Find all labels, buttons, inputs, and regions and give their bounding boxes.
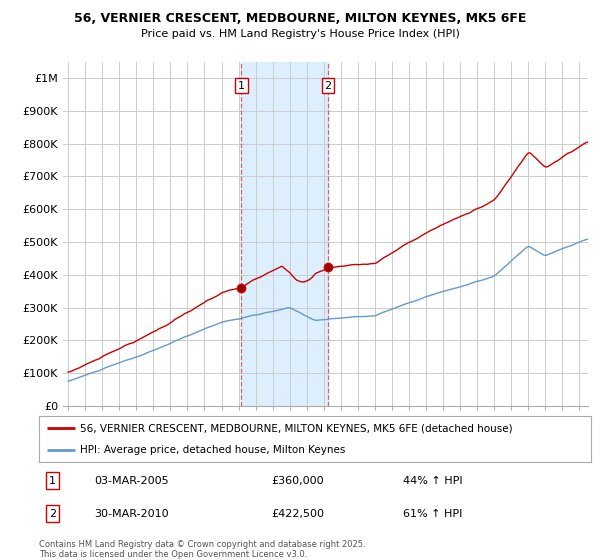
Text: £360,000: £360,000 [271,475,323,486]
Text: 03-MAR-2005: 03-MAR-2005 [94,475,169,486]
Text: 2: 2 [49,508,56,519]
Bar [241,62,328,406]
Text: £422,500: £422,500 [271,508,324,519]
Text: Contains HM Land Registry data © Crown copyright and database right 2025.
This d: Contains HM Land Registry data © Crown c… [39,540,365,559]
Text: 56, VERNIER CRESCENT, MEDBOURNE, MILTON KEYNES, MK5 6FE (detached house): 56, VERNIER CRESCENT, MEDBOURNE, MILTON … [80,423,513,433]
Text: 1: 1 [49,475,56,486]
Text: Price paid vs. HM Land Registry's House Price Index (HPI): Price paid vs. HM Land Registry's House … [140,29,460,39]
Text: HPI: Average price, detached house, Milton Keynes: HPI: Average price, detached house, Milt… [80,445,346,455]
Text: 2: 2 [325,81,332,91]
Text: 56, VERNIER CRESCENT, MEDBOURNE, MILTON KEYNES, MK5 6FE: 56, VERNIER CRESCENT, MEDBOURNE, MILTON … [74,12,526,25]
Text: 1: 1 [238,81,245,91]
Text: 30-MAR-2010: 30-MAR-2010 [94,508,169,519]
Text: 44% ↑ HPI: 44% ↑ HPI [403,475,463,486]
Text: 61% ↑ HPI: 61% ↑ HPI [403,508,463,519]
